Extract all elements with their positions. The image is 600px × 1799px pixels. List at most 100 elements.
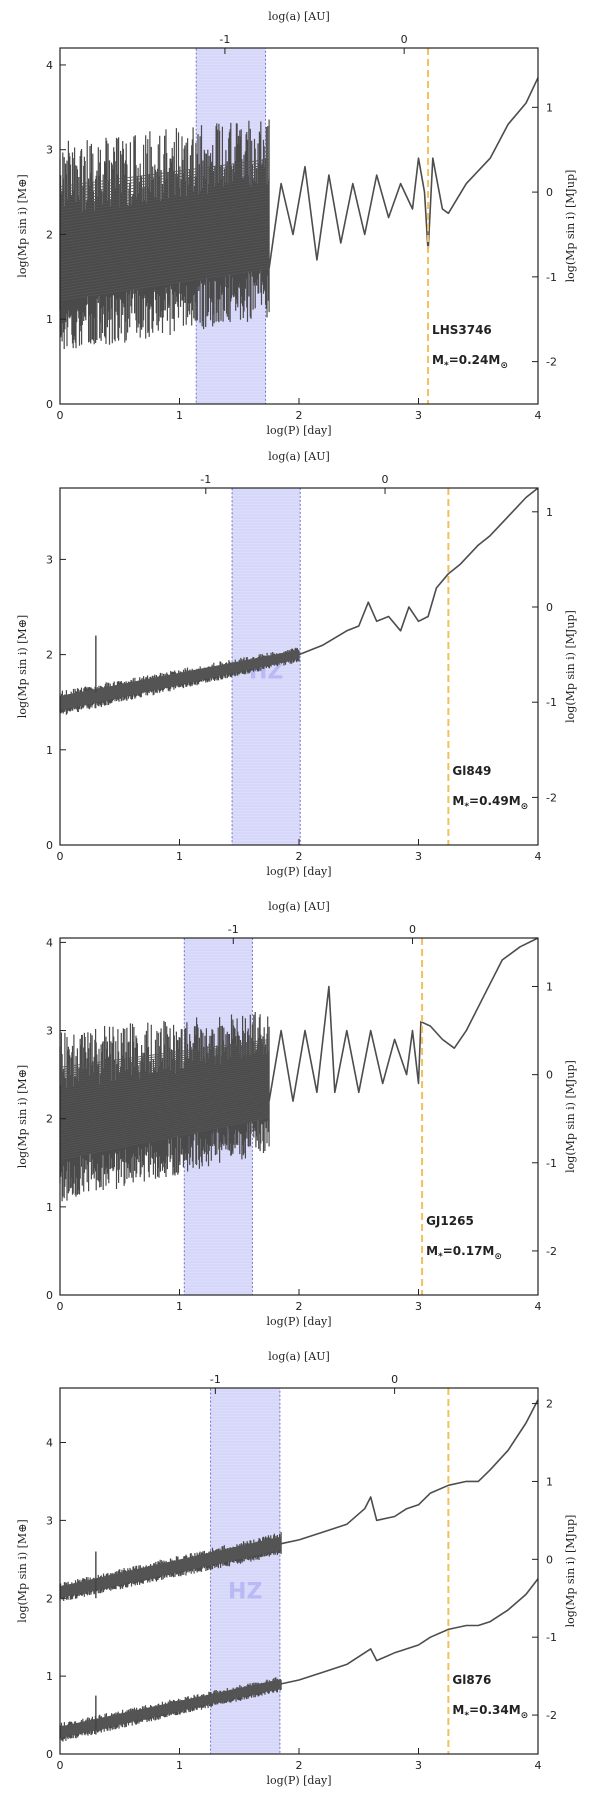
stellar-mass-value: =0.34M — [469, 1703, 521, 1717]
mass-noise-band — [59, 1532, 282, 1601]
stellar-mass-symbol: M — [432, 353, 444, 367]
hz-label: HZ — [228, 1579, 262, 1604]
x-axis-label-top: log(a) [AU] — [268, 450, 330, 463]
x-tick-label: 2 — [296, 1300, 303, 1313]
stellar-mass-value: =0.49M — [469, 794, 521, 808]
x-axis-label-top: log(a) [AU] — [268, 1350, 330, 1363]
solar-mass-symbol: ⊙ — [521, 1711, 529, 1721]
right-tick-label: 1 — [546, 1475, 553, 1488]
stellar-mass-label: M*=0.17M⊙ — [426, 1244, 502, 1262]
star-name-label: Gl849 — [452, 764, 491, 778]
x-axis-label-bottom: log(P) [day] — [266, 1315, 331, 1328]
stellar-mass-subscript: * — [438, 1252, 443, 1262]
x-tick-label: 4 — [535, 850, 542, 863]
stellar-mass-symbol: M — [426, 1244, 438, 1258]
x-tick-label: 3 — [415, 1759, 422, 1772]
x-axis-label-bottom: log(P) [day] — [266, 865, 331, 878]
right-tick-label: -1 — [546, 696, 557, 709]
top-tick-label: -1 — [210, 1373, 221, 1386]
stellar-mass-symbol: M — [452, 794, 464, 808]
x-tick-label: 3 — [415, 409, 422, 422]
x-tick-label: 1 — [176, 1759, 183, 1772]
right-tick-label: 1 — [546, 101, 553, 114]
y-axis-label-right: log(Mp sin i) [MJup] — [564, 170, 577, 283]
x-tick-label: 3 — [415, 850, 422, 863]
star-name-label: LHS3746 — [432, 323, 492, 337]
stellar-mass-value: =0.24M — [449, 353, 501, 367]
y-tick-label: 3 — [46, 144, 53, 157]
y-tick-label: 1 — [46, 1670, 53, 1683]
top-tick-label: 0 — [401, 33, 408, 46]
right-tick-label: -1 — [546, 1157, 557, 1170]
right-tick-label: 0 — [546, 186, 553, 199]
x-axis-label-top: log(a) [AU] — [268, 10, 330, 23]
x-tick-label: 0 — [57, 409, 64, 422]
right-tick-label: 1 — [546, 506, 553, 519]
right-tick-label: 2 — [546, 1398, 553, 1411]
x-tick-label: 2 — [296, 850, 303, 863]
right-tick-label: 0 — [546, 601, 553, 614]
mass-noise-band — [59, 1012, 270, 1202]
y-tick-label: 0 — [46, 839, 53, 852]
y-axis-label-left: log(Mp sin i) [M⊕] — [16, 174, 29, 277]
right-tick-label: 1 — [546, 980, 553, 993]
x-tick-label: 2 — [296, 1759, 303, 1772]
stellar-mass-value: =0.17M — [443, 1244, 495, 1258]
mass-noise-band — [59, 119, 270, 349]
right-tick-label: -2 — [546, 1245, 557, 1258]
mass-limit-curve — [268, 77, 539, 269]
y-tick-label: 3 — [46, 1514, 53, 1527]
top-tick-label: 0 — [391, 1373, 398, 1386]
y-tick-label: 4 — [46, 936, 53, 949]
solar-mass-symbol: ⊙ — [494, 1252, 502, 1262]
right-tick-label: -1 — [546, 271, 557, 284]
right-tick-label: -2 — [546, 356, 557, 369]
y-tick-label: 2 — [46, 1592, 53, 1605]
y-tick-label: 4 — [46, 59, 53, 72]
y-tick-label: 0 — [46, 1289, 53, 1302]
stellar-mass-subscript: * — [464, 802, 469, 812]
x-tick-label: 1 — [176, 850, 183, 863]
y-tick-label: 2 — [46, 649, 53, 662]
star-name-label: Gl876 — [452, 1673, 491, 1687]
x-axis-label-top: log(a) [AU] — [268, 900, 330, 913]
x-tick-label: 2 — [296, 409, 303, 422]
stellar-mass-subscript: * — [444, 361, 449, 371]
x-axis-label-bottom: log(P) [day] — [266, 424, 331, 437]
y-axis-label-left: log(Mp sin i) [M⊕] — [16, 1065, 29, 1168]
y-tick-label: 2 — [46, 228, 53, 241]
stellar-mass-subscript: * — [464, 1711, 469, 1721]
right-tick-label: -2 — [546, 791, 557, 804]
chart-panel-gl876: HZ 0 1 2 3 4 0 1 2 3 4 -1 0 2 1 0 -1 -2 log(P) [day] log(a)… — [16, 1350, 577, 1787]
y-tick-label: 1 — [46, 313, 53, 326]
right-tick-label: 0 — [546, 1553, 553, 1566]
y-tick-label: 1 — [46, 1201, 53, 1214]
y-axis-label-left: log(Mp sin i) [M⊕] — [16, 1519, 29, 1622]
x-tick-label: 4 — [535, 1300, 542, 1313]
y-axis-label-right: log(Mp sin i) [MJup] — [564, 1060, 577, 1173]
solar-mass-symbol: ⊙ — [500, 361, 508, 371]
mass-limit-curve — [298, 487, 539, 656]
x-axis-label-bottom: log(P) [day] — [266, 1774, 331, 1787]
stellar-mass-symbol: M — [452, 1703, 464, 1717]
mass-limit-curve-2 — [280, 1578, 539, 1685]
x-tick-label: 4 — [535, 409, 542, 422]
x-tick-label: 3 — [415, 1300, 422, 1313]
mass-noise-band-2 — [59, 1677, 282, 1742]
y-axis-label-right: log(Mp sin i) [MJup] — [564, 610, 577, 723]
x-tick-label: 0 — [57, 850, 64, 863]
x-tick-label: 0 — [57, 1300, 64, 1313]
y-tick-label: 3 — [46, 1025, 53, 1038]
y-tick-label: 2 — [46, 1113, 53, 1126]
right-tick-label: -2 — [546, 1709, 557, 1722]
right-tick-label: 0 — [546, 1069, 553, 1082]
stellar-mass-label: M*=0.24M⊙ — [432, 353, 508, 371]
x-tick-label: 1 — [176, 1300, 183, 1313]
top-tick-label: 0 — [382, 473, 389, 486]
top-tick-label: 0 — [409, 923, 416, 936]
stellar-mass-label: M*=0.49M⊙ — [452, 794, 528, 812]
